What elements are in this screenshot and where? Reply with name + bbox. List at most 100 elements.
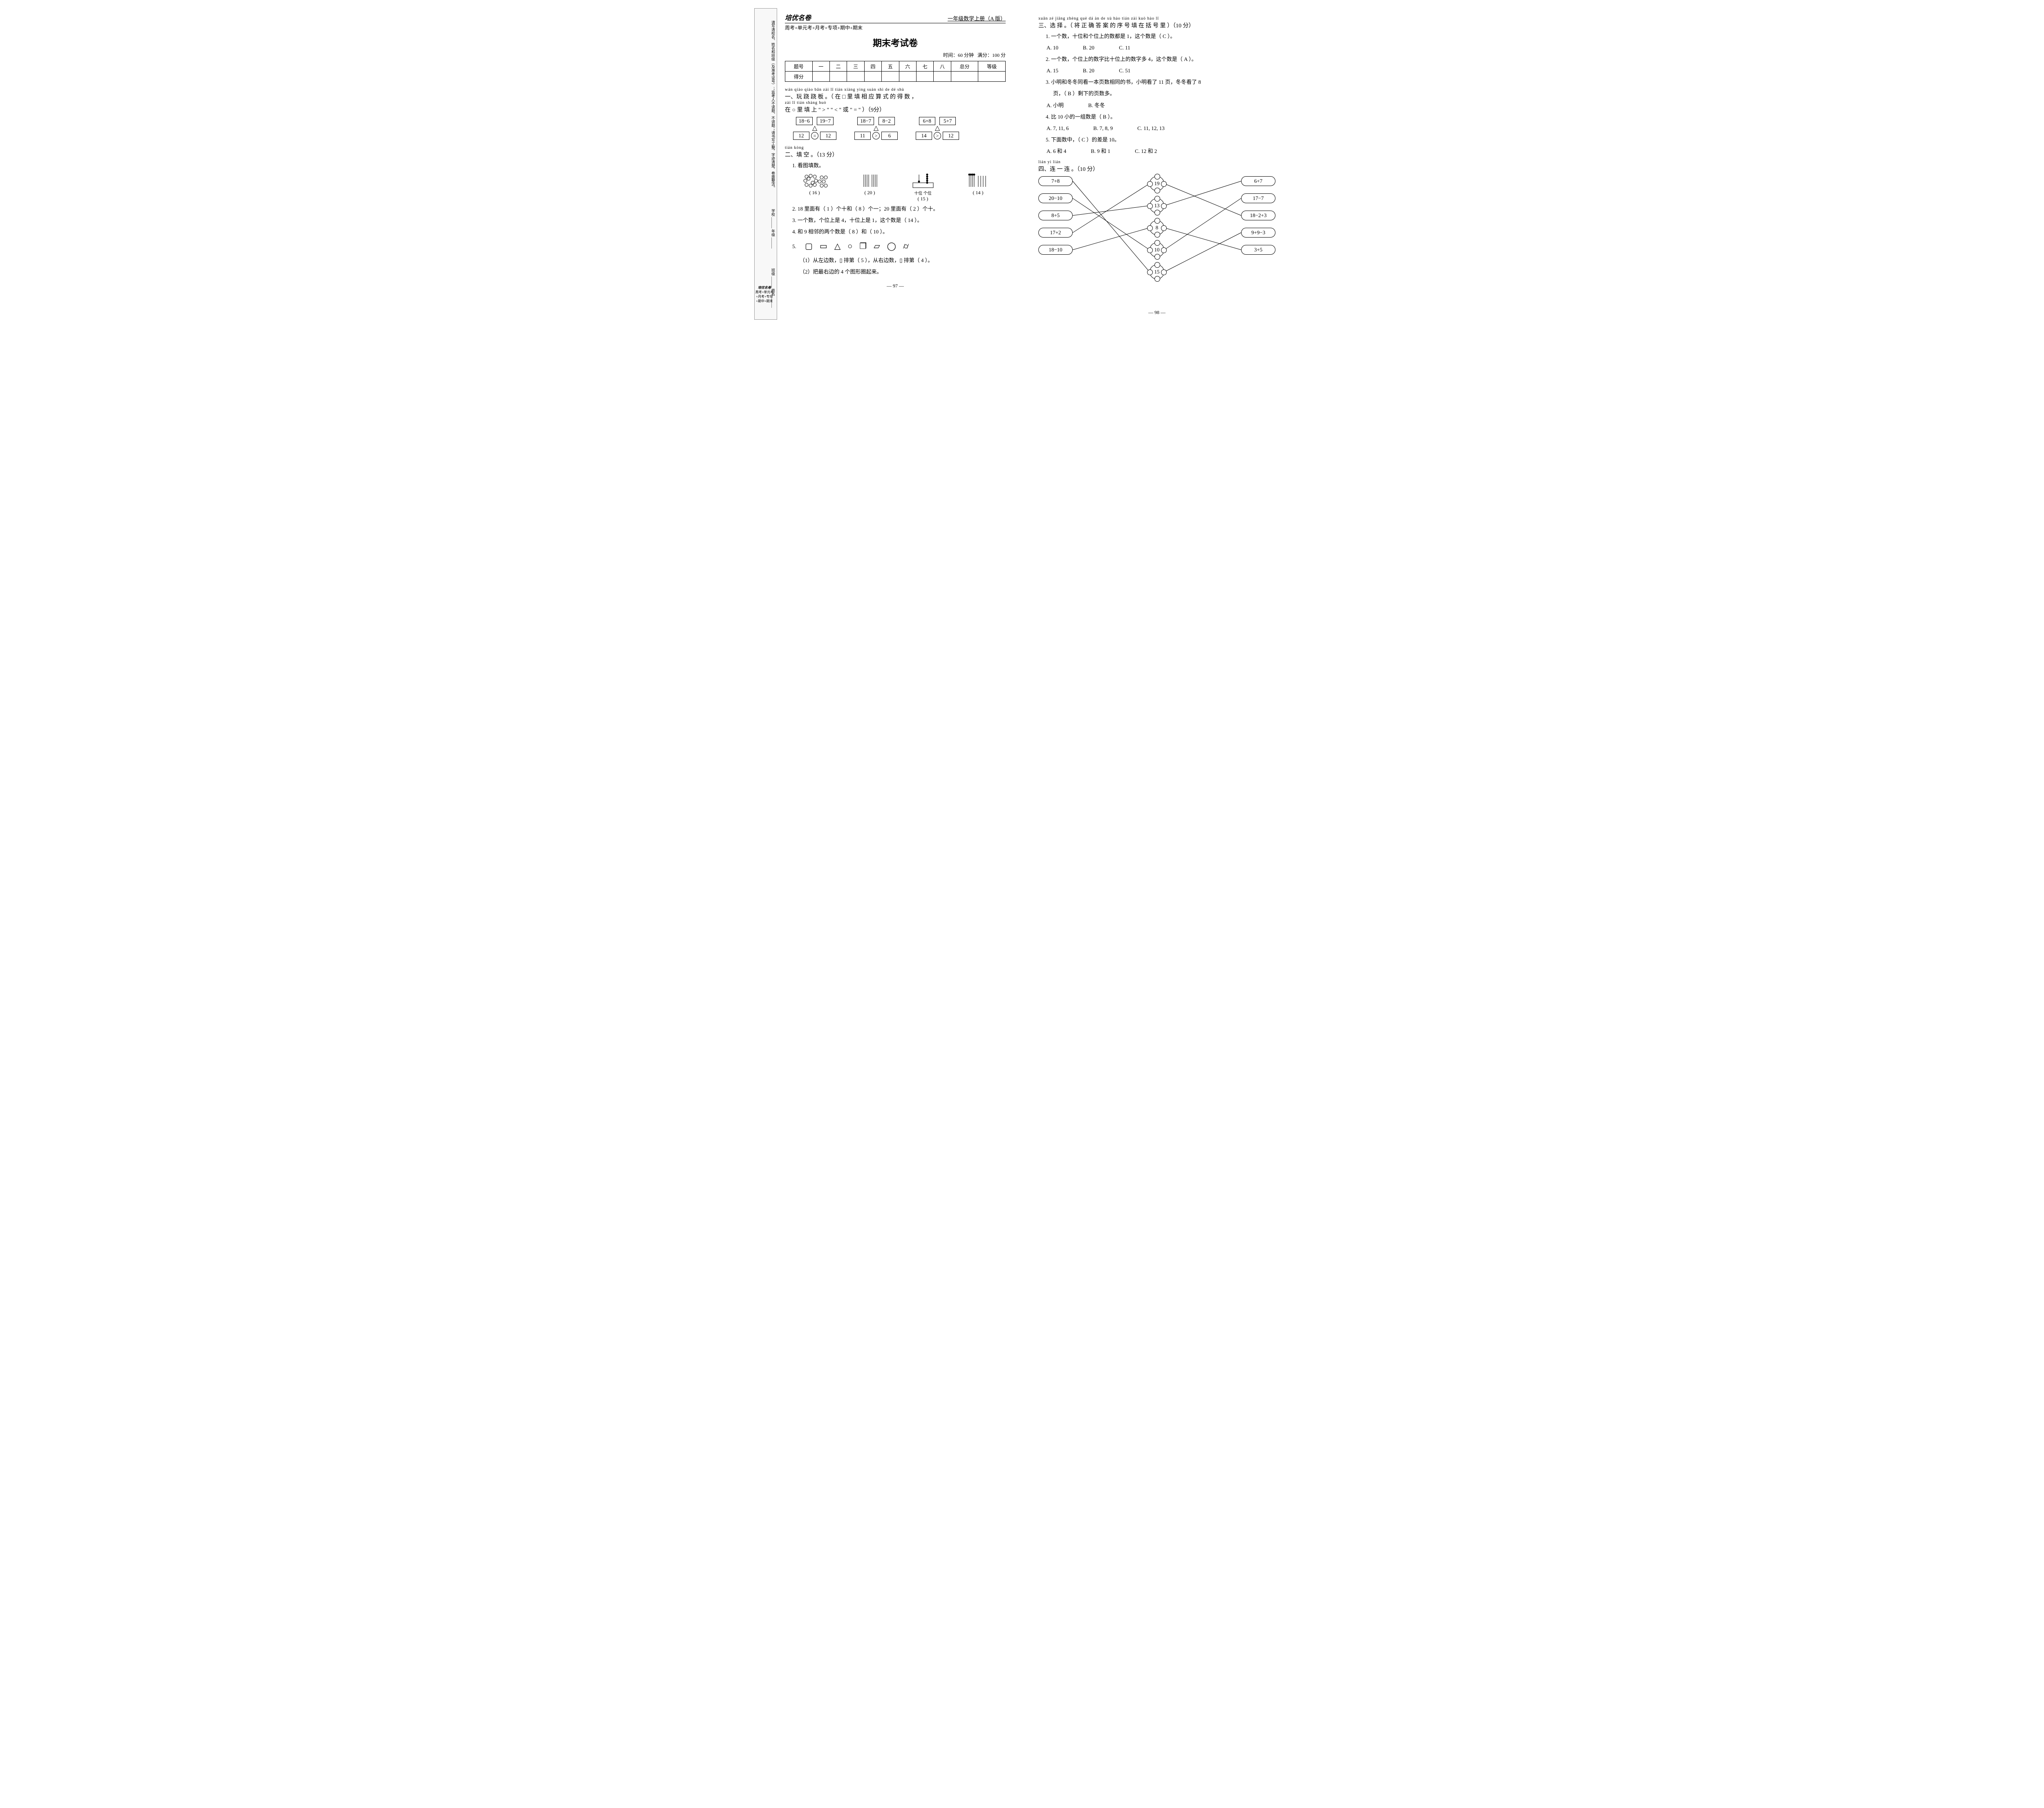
page-right: xuǎn zé jiāng zhèng què dá àn de xù hào … — [1030, 8, 1284, 320]
flower-node: 19 — [1150, 176, 1164, 191]
opt: A. 15 — [1047, 66, 1058, 75]
exam-title: 期末考试卷 — [785, 36, 1006, 49]
expr-box: 6+8 — [919, 117, 935, 125]
result-box: 12 — [793, 132, 809, 140]
sec1-pinyin1: wán qiào qiào bǎn zài lǐ tián xiàng yìng… — [785, 87, 1006, 92]
seesaw-row: 18−6 19−7△12=1218−7 8−2△11>66+8 5+7△14>1… — [792, 117, 1006, 140]
compare-circle: = — [811, 132, 818, 139]
match-tag: 20−10 — [1038, 193, 1073, 203]
compare-circle: > — [934, 132, 941, 139]
q2-2: 2. 18 里面有（ 1 ）个十和（ 8 ）个一；20 里面有（ 2 ）个十。 — [792, 204, 1006, 213]
seesaw: 18−6 19−7△12=12 — [792, 117, 837, 140]
score-cell — [812, 72, 829, 82]
seesaw-tri-icon: △ — [792, 125, 837, 132]
expr-box: 8−2 — [879, 117, 895, 125]
score-row-label: 得分 — [785, 72, 813, 82]
q3-3a: 3. 小明和冬冬同看一本页数相同的书，小明看了 11 页，冬冬看了 8 — [1046, 78, 1275, 87]
opt: B. 冬冬 — [1088, 101, 1105, 110]
binding-side-panel: 请写清校名、姓名和班级（及准考证号）；监考人不读题、不讲题；请书写工整，字迹清楚… — [754, 8, 777, 320]
score-head-cell: 七 — [916, 61, 933, 72]
compare-circle: > — [872, 132, 880, 139]
opt: B. 20 — [1083, 43, 1094, 52]
score-cell — [864, 72, 881, 82]
result-box: 14 — [916, 132, 932, 140]
score-head-cell: 四 — [864, 61, 881, 72]
score-head-cell: 题号 — [785, 61, 813, 72]
side-brand-logo: 培优名卷 — [754, 285, 775, 290]
page-number-left: — 97 — — [785, 283, 1006, 289]
score-cell — [916, 72, 933, 82]
q2-5-2: （2）把最右边的 4 个图形圈起来。 — [800, 267, 1006, 276]
q3-1-opts: A. 10 B. 20 C. 11 — [1047, 43, 1275, 52]
count-val-4: ( 14 ) — [966, 190, 991, 196]
page-left: 请写清校名、姓名和班级（及准考证号）；监考人不读题、不讲题；请书写工整，字迹清楚… — [760, 8, 1014, 320]
opt: A. 6 和 4 — [1047, 147, 1066, 156]
score-head-cell: 一 — [812, 61, 829, 72]
q3-1: 1. 一个数，十位和个位上的数都是 1，这个数是（ C ）。 — [1046, 32, 1275, 41]
score-head-cell: 等级 — [978, 61, 1006, 72]
match-tag: 6+7 — [1241, 176, 1275, 186]
section-4: lián yì lián 四、连 一 连 。（10 分） — [1038, 160, 1275, 173]
side-brand-sub: 周考+单元考+月考+专项+期中+期末 — [754, 290, 775, 303]
q2-5-1: （1）从左边数，▯ 排第（ 5 ），从右边数，▯ 排第（ 4 ）。 — [800, 256, 1006, 265]
q2-5: 5. ▢ ▭ △ ○ ❐ ▱ ◯ ⌭ — [792, 239, 1006, 253]
result-box: 11 — [854, 132, 871, 140]
sec4-pinyin: lián yì lián — [1038, 160, 1275, 164]
sec4-head: 四、连 一 连 。（10 分） — [1038, 166, 1098, 173]
score-cell — [882, 72, 899, 82]
abacus-label: 十位 个位 — [911, 190, 935, 196]
matching-diagram: 7+820−108+517+218−10 191381015 6+717−718… — [1038, 176, 1275, 303]
match-tag: 7+8 — [1038, 176, 1073, 186]
opt: C. 51 — [1119, 66, 1130, 75]
result-box: 6 — [881, 132, 898, 140]
opt: A. 小明 — [1047, 101, 1064, 110]
flower-node: 13 — [1150, 198, 1164, 213]
score-cell — [978, 72, 1006, 82]
section-3: xuǎn zé jiāng zhèng què dá àn de xù hào … — [1038, 16, 1275, 29]
side-note: 请写清校名、姓名和班级（及准考证号）；监考人不读题、不讲题；请书写工整，字迹清楚… — [755, 20, 776, 190]
cube-icon: ❐ — [859, 242, 869, 251]
opt: A. 10 — [1047, 43, 1058, 52]
flower-node: 10 — [1150, 242, 1164, 257]
circle-icon: ○ — [847, 242, 855, 251]
seesaw-tri-icon: △ — [854, 125, 899, 132]
header: 培优名卷 一年级数学上册（A 版） — [785, 12, 1006, 23]
q3-5-opts: A. 6 和 4 B. 9 和 1 C. 12 和 2 — [1047, 147, 1275, 156]
square-icon: ▢ — [805, 242, 815, 251]
side-brand: 培优名卷 周考+单元考+月考+专项+期中+期末 — [754, 285, 775, 303]
q2-1-label: 1. 看图填数。 — [792, 161, 1006, 170]
q3-2-opts: A. 15 B. 20 C. 51 — [1047, 66, 1275, 75]
sec1-line2: 在 ○ 里 填 上 " > " " < " 或 " = " ）（9分） — [785, 107, 885, 113]
expr-box: 18−6 — [796, 117, 813, 125]
result-box: 12 — [820, 132, 836, 140]
opt: B. 20 — [1083, 66, 1094, 75]
match-tag: 3+5 — [1241, 245, 1275, 255]
expr-box: 5+7 — [939, 117, 956, 125]
expr-box: 19−7 — [817, 117, 834, 125]
rectangle-icon: ▭ — [820, 242, 830, 251]
q3-2: 2. 一个数，个位上的数字比十位上的数字多 4，这个数是（ A ）。 — [1046, 55, 1275, 64]
opt: C. 11 — [1119, 43, 1130, 52]
q3-5: 5. 下面数中，（ C ）的差是 10。 — [1046, 135, 1275, 144]
subhead: 周考+单元考+月考+专项+期中+期末 — [785, 24, 1006, 31]
score-cell — [829, 72, 847, 82]
triangle-icon: △ — [834, 242, 843, 251]
sec1-pinyin2: zài lǐ tián shàng huò — [785, 101, 1006, 105]
score-head-cell: 总分 — [951, 61, 978, 72]
exam-time: 时间：60 分钟 — [943, 52, 974, 58]
score-head-cell: 三 — [847, 61, 864, 72]
flower-node: 15 — [1150, 265, 1164, 279]
expr-box: 18−7 — [857, 117, 874, 125]
q3-3-opts: A. 小明 B. 冬冬 — [1047, 101, 1275, 110]
score-head-cell: 二 — [829, 61, 847, 72]
count-val-2: ( 20 ) — [860, 190, 880, 196]
opt: A. 7, 11, 6 — [1047, 124, 1069, 133]
count-img-2: ( 20 ) — [860, 173, 880, 202]
match-tag: 17−7 — [1241, 193, 1275, 203]
q2-4: 4. 和 9 相邻的两个数是（ 8 ）和（ 10 ）。 — [792, 227, 1006, 236]
side-field-1: 学校 ______ 年级 ______ — [755, 209, 776, 249]
score-table: 题号一二三四五六七八总分等级 得分 — [785, 61, 1006, 82]
match-tag: 8+5 — [1038, 211, 1073, 220]
sec3-pinyin: xuǎn zé jiāng zhèng què dá àn de xù hào … — [1038, 16, 1275, 21]
logo: 培优名卷 — [785, 12, 811, 22]
